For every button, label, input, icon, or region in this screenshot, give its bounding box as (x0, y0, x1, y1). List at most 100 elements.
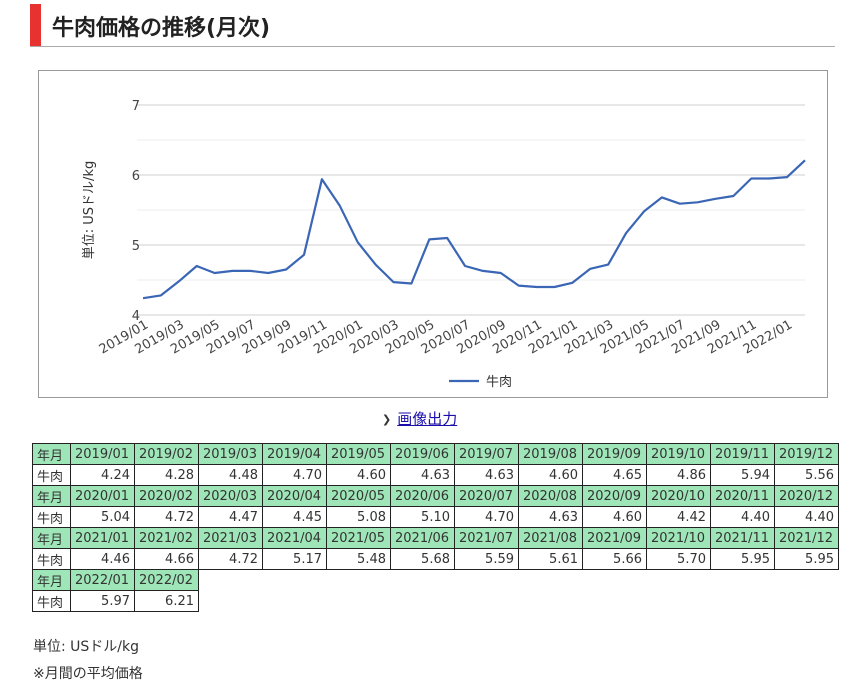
table-empty-cell (647, 570, 711, 591)
table-price-cell: 4.66 (134, 548, 199, 570)
table-price-cell: 5.95 (710, 548, 775, 570)
table-month-cell: 2021/11 (710, 527, 775, 549)
table-empty-cell (391, 591, 455, 612)
table-price-cell: 4.42 (646, 506, 711, 528)
table-price-cell: 4.60 (326, 464, 391, 486)
table-month-cell: 2020/07 (454, 485, 519, 507)
table-month-cell: 2020/01 (70, 485, 135, 507)
table-price-cell: 5.59 (454, 548, 519, 570)
table-price-cell: 5.56 (774, 464, 839, 486)
table-price-cell: 4.70 (262, 464, 327, 486)
table-price-cell: 5.94 (710, 464, 775, 486)
table-month-cell: 2020/03 (198, 485, 263, 507)
table-header-row: 年月 2019/01 2019/02 2019/03 2019/04 2019/05 201… (32, 443, 839, 465)
table-price-cell: 5.04 (70, 506, 135, 528)
table-month-cell: 2021/02 (134, 527, 199, 549)
table-month-cell: 2021/08 (518, 527, 583, 549)
y-axis-label: 単位: USドル/kg (81, 161, 97, 259)
table-empty-cell (775, 570, 839, 591)
table-empty-cell (391, 570, 455, 591)
chart-container: 4 5 6 7 単位: USドル/kg 2019/01 2019/03 2019/05 2019… (38, 70, 828, 398)
table-month-cell: 2019/09 (582, 443, 647, 465)
table-row-label: 牛肉 (32, 464, 71, 486)
table-month-cell: 2021/12 (774, 527, 839, 549)
table-price-cell: 5.61 (518, 548, 583, 570)
table-row-label: 牛肉 (32, 548, 71, 570)
table-empty-cell (199, 570, 263, 591)
table-empty-cell (647, 591, 711, 612)
table-month-cell: 2021/03 (198, 527, 263, 549)
page-title: 牛肉価格の推移(月次) (52, 16, 271, 41)
table-month-cell: 2019/03 (198, 443, 263, 465)
table-header-label: 年月 (32, 569, 71, 591)
price-table: 年月 2019/01 2019/02 2019/03 2019/04 2019/05 201… (32, 443, 839, 612)
table-price-cell: 4.28 (134, 464, 199, 486)
table-price-cell: 4.63 (390, 464, 455, 486)
table-price-cell: 5.68 (390, 548, 455, 570)
table-month-cell: 2019/04 (262, 443, 327, 465)
table-price-cell: 4.63 (518, 506, 583, 528)
table-price-cell: 4.40 (710, 506, 775, 528)
table-price-cell: 4.70 (454, 506, 519, 528)
table-empty-cell (327, 591, 391, 612)
table-empty-cell (263, 591, 327, 612)
table-price-cell: 4.60 (518, 464, 583, 486)
table-header-label: 年月 (32, 485, 71, 507)
export-link-row: ❯ 画像出力 (382, 408, 457, 429)
table-empty-cell (519, 570, 583, 591)
unit-note: 単位: USドル/kg (33, 639, 140, 655)
table-header-row: 年月 2022/01 2022/02 (32, 569, 839, 591)
table-price-cell: 4.47 (198, 506, 263, 528)
page-header: 牛肉価格の推移(月次) (30, 4, 835, 47)
table-value-row: 牛肉 4.24 4.28 4.48 4.70 4.60 4.63 4.63 4.60 4.65 4.… (32, 464, 839, 486)
table-price-cell: 5.08 (326, 506, 391, 528)
table-empty-cell (711, 591, 775, 612)
table-month-cell: 2020/09 (582, 485, 647, 507)
legend-label: 牛肉 (486, 375, 512, 390)
table-price-cell: 5.48 (326, 548, 391, 570)
table-row-label: 牛肉 (32, 590, 71, 612)
table-row-label: 牛肉 (32, 506, 71, 528)
table-month-cell: 2019/02 (134, 443, 199, 465)
table-month-cell: 2021/10 (646, 527, 711, 549)
table-month-cell: 2019/07 (454, 443, 519, 465)
table-month-cell: 2019/12 (774, 443, 839, 465)
table-header-label: 年月 (32, 527, 71, 549)
export-image-link[interactable]: 画像出力 (397, 410, 458, 428)
table-price-cell: 4.40 (774, 506, 839, 528)
table-price-cell: 5.95 (774, 548, 839, 570)
table-price-cell: 4.46 (70, 548, 135, 570)
table-month-cell: 2021/09 (582, 527, 647, 549)
table-header-row: 年月 2021/01 2021/02 2021/03 2021/04 2021/05 202… (32, 527, 839, 549)
table-month-cell: 2020/08 (518, 485, 583, 507)
table-header-row: 年月 2020/01 2020/02 2020/03 2020/04 2020/05 202… (32, 485, 839, 507)
y-tick-label: 5 (132, 239, 140, 254)
table-month-cell: 2021/01 (70, 527, 135, 549)
y-tick-label: 6 (132, 169, 140, 184)
y-tick-label: 4 (132, 309, 140, 324)
table-empty-cell (583, 591, 647, 612)
table-value-row: 牛肉 4.46 4.66 4.72 5.17 5.48 5.68 5.59 5.61 5.66 5.… (32, 548, 839, 570)
table-month-cell: 2020/12 (774, 485, 839, 507)
table-month-cell: 2019/08 (518, 443, 583, 465)
average-note: ※月間の平均価格 (33, 666, 143, 682)
table-month-cell: 2021/05 (326, 527, 391, 549)
y-tick-label: 7 (132, 99, 140, 114)
table-price-cell: 4.24 (70, 464, 135, 486)
table-month-cell: 2019/05 (326, 443, 391, 465)
table-price-cell: 4.48 (198, 464, 263, 486)
arrow-right-icon: ❯ (382, 413, 392, 426)
table-price-cell: 5.10 (390, 506, 455, 528)
table-price-cell: 5.70 (646, 548, 711, 570)
table-empty-cell (583, 570, 647, 591)
accent-bar (30, 4, 41, 46)
table-month-cell: 2020/11 (710, 485, 775, 507)
table-price-cell: 4.65 (582, 464, 647, 486)
table-month-cell: 2020/04 (262, 485, 327, 507)
table-price-cell: 4.86 (646, 464, 711, 486)
table-month-cell: 2021/07 (454, 527, 519, 549)
table-month-cell: 2020/02 (134, 485, 199, 507)
table-month-cell: 2022/01 (70, 569, 135, 591)
table-price-cell: 4.72 (134, 506, 199, 528)
